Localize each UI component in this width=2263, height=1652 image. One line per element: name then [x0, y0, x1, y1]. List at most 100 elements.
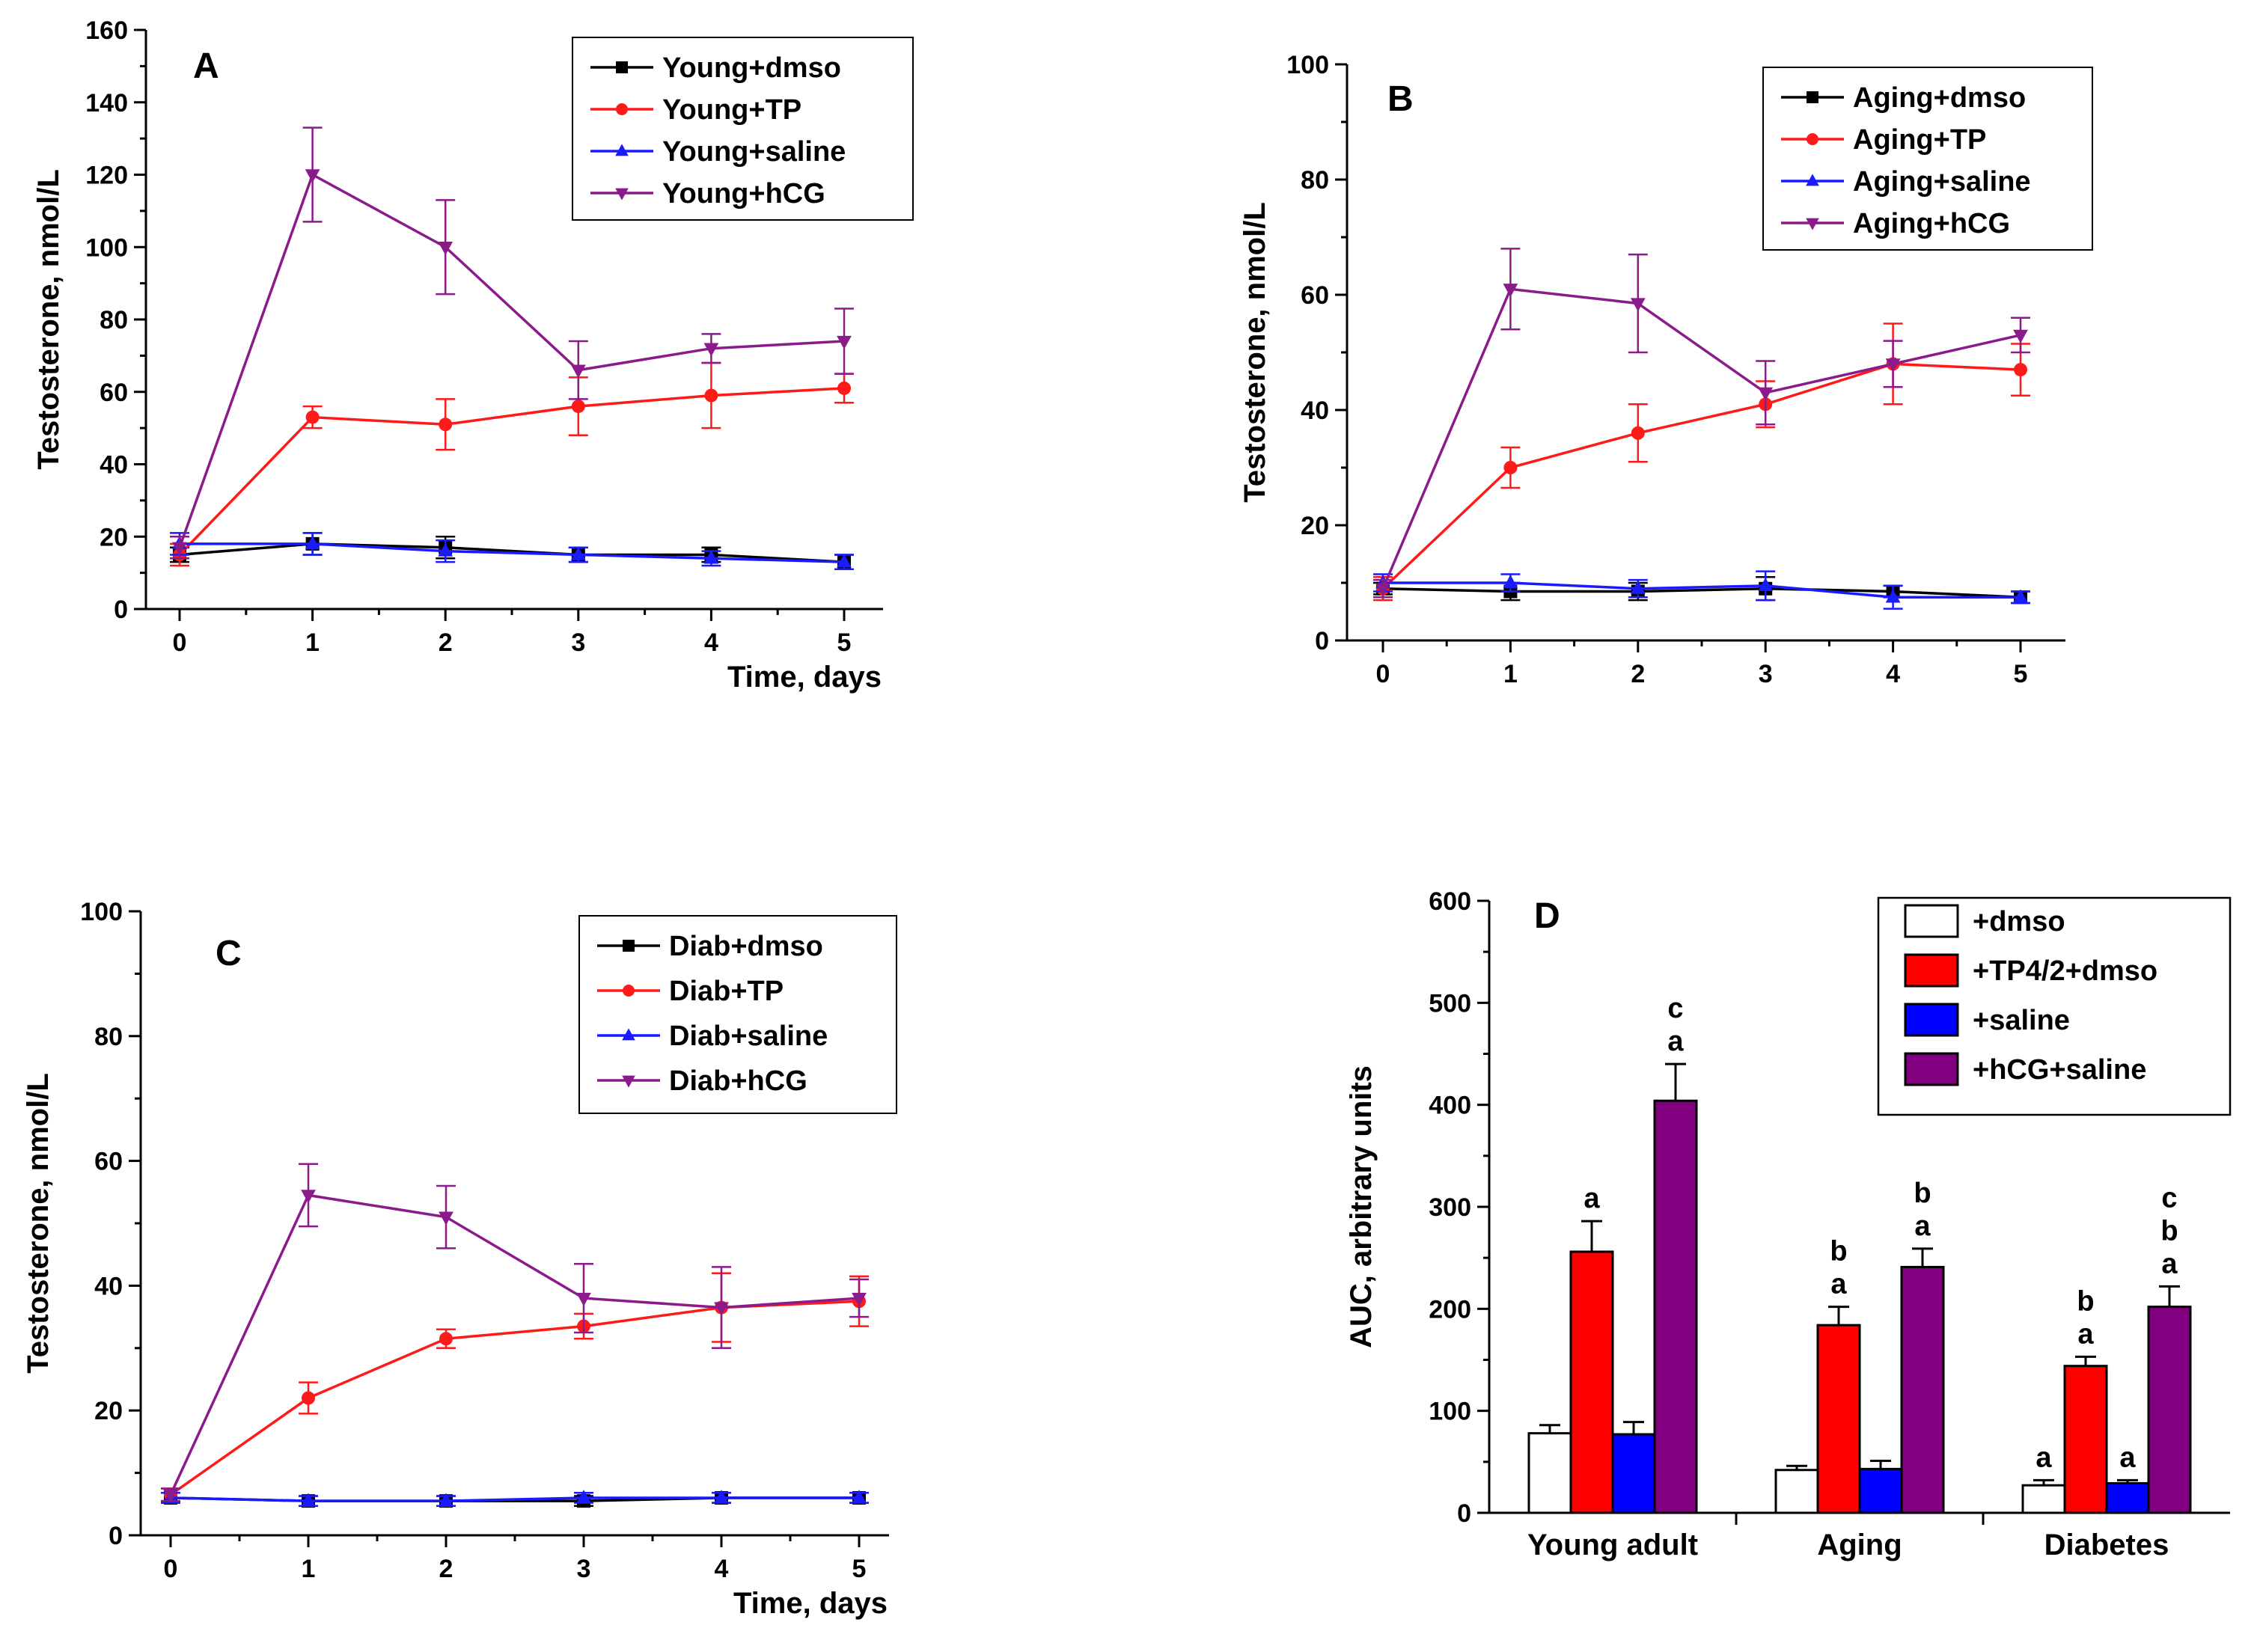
chart-d-significance-label: a — [1584, 1183, 1600, 1214]
chart-a-y-tick-label: 120 — [85, 162, 128, 190]
chart-b-legend-label: Aging+saline — [1853, 166, 2031, 198]
chart-d-y-tick-label: 400 — [1429, 1092, 1471, 1120]
chart-d-bar — [2105, 1481, 2150, 1514]
chart-c-data-point — [576, 1292, 591, 1306]
chart-b-y-tick-label: 100 — [1286, 51, 1329, 79]
chart-d-significance-label: a — [1914, 1211, 1931, 1242]
chart-d-bar — [2147, 1306, 2192, 1514]
chart-d-significance-label: b — [2077, 1285, 2094, 1317]
chart-a-x-tick-label: 1 — [305, 628, 320, 657]
chart-d-significance-label: b — [1830, 1236, 1847, 1267]
chart-c-data-point — [163, 1489, 178, 1503]
chart-c-y-axis-label: Testosterone, nmol/L — [22, 1073, 55, 1374]
chart-d-significance-label: c — [1667, 993, 1683, 1024]
chart-c-legend-label: Diab+saline — [669, 1021, 828, 1052]
chart-a-y-tick-label: 100 — [85, 233, 128, 262]
chart-d-bar — [1816, 1324, 1861, 1514]
chart-a-data-point — [305, 169, 320, 183]
chart-c-data-point — [439, 1493, 453, 1507]
chart-c-x-tick-label: 2 — [439, 1555, 453, 1583]
chart-b-series-line — [1381, 287, 2021, 590]
chart-a-y-tick-label: 20 — [100, 523, 128, 551]
chart-c-x-tick-label: 5 — [852, 1555, 867, 1583]
chart-c-legend-label: Diab+dmso — [669, 931, 823, 962]
chart-a-legend-marker — [616, 61, 628, 73]
chart-b-data-point — [1630, 298, 1646, 312]
chart-b-series-line — [1383, 581, 2021, 599]
chart-a-legend-label: Young+TP — [662, 94, 801, 126]
chart-a-legend-label: Young+hCG — [662, 178, 825, 209]
chart-b-legend-marker — [1807, 133, 1818, 145]
chart-c-x-axis-label: Time, days — [733, 1587, 888, 1620]
chart-c-data-point — [301, 1190, 316, 1204]
chart-d-y-tick-label: 300 — [1429, 1193, 1471, 1222]
chart-d-significance-label: a — [2077, 1318, 2094, 1350]
chart-d-y-tick-label: 500 — [1429, 989, 1471, 1018]
chart-b-data-point — [1503, 284, 1518, 298]
panel-label-b: B — [1387, 79, 1414, 119]
chart-c-legend-label: Diab+TP — [669, 976, 784, 1007]
chart-d-bar — [2063, 1365, 2108, 1514]
chart-a-y-tick-label: 40 — [100, 451, 128, 480]
chart-a-series-line — [178, 387, 845, 556]
chart-b-legend-marker — [1807, 91, 1818, 103]
chart-d-category-label: Diabetes — [2044, 1529, 2169, 1561]
chart-a-y-axis-label: Testosterone, nmol/L — [32, 169, 65, 470]
chart-b-y-tick-label: 40 — [1301, 397, 1329, 425]
chart-c-data-point — [439, 1332, 453, 1346]
chart-a-data-point — [837, 554, 852, 568]
chart-b-legend-label: Aging+hCG — [1853, 208, 2010, 239]
chart-a-y-tick-label: 80 — [100, 306, 128, 334]
chart-c-y-tick-label: 0 — [109, 1522, 123, 1550]
chart-d-bar — [1900, 1265, 1945, 1514]
chart-a-x-tick-label: 5 — [837, 628, 852, 657]
chart-c-data-point — [852, 1292, 867, 1306]
chart-a-x-tick-label: 3 — [571, 628, 585, 657]
chart-b-y-tick-label: 80 — [1301, 166, 1329, 195]
chart-c-data-point — [576, 1490, 591, 1504]
chart-c-data-point — [302, 1391, 315, 1405]
chart-b-y-tick-label: 60 — [1301, 281, 1329, 310]
chart-d-legend-swatch — [1904, 953, 1959, 988]
chart-a-legend-label: Young+saline — [662, 136, 846, 168]
chart-b-data-point — [1630, 580, 1646, 594]
chart-d-bar — [1527, 1432, 1572, 1514]
chart-c-data-point — [714, 1490, 729, 1504]
chart-b-y-tick-label: 0 — [1315, 627, 1329, 655]
chart-a-legend-label: Young+dmso — [662, 52, 841, 84]
chart-c-y-tick-label: 60 — [94, 1148, 123, 1176]
chart-c-y-tick-label: 40 — [94, 1272, 123, 1300]
chart-c-data-point — [301, 1493, 316, 1507]
chart-d-bar — [1611, 1433, 1656, 1514]
chart-a-x-tick-label: 4 — [704, 628, 718, 657]
chart-d-significance-label: a — [2119, 1442, 2136, 1473]
chart-a-data-point — [305, 536, 320, 550]
chart-d-legend-swatch — [1904, 1052, 1959, 1086]
chart-b-legend-label: Aging+dmso — [1853, 82, 2026, 114]
chart-d-category-label: Aging — [1817, 1529, 1902, 1561]
chart-d-legend-label: +hCG+saline — [1973, 1054, 2146, 1086]
chart-b-x-tick-label: 1 — [1503, 660, 1518, 688]
chart-a-legend-marker — [616, 103, 628, 115]
panel-label-d: D — [1534, 896, 1560, 936]
chart-c-y-tick-label: 20 — [94, 1397, 123, 1425]
chart-d-category-label: Young adult — [1527, 1529, 1698, 1561]
chart-d-significance-label: a — [1667, 1026, 1684, 1057]
chart-d-significance-label: c — [2161, 1182, 2177, 1214]
chart-a-data-point — [438, 242, 453, 256]
panel-label-c: C — [216, 934, 242, 973]
chart-a-data-point — [837, 381, 851, 395]
chart-d-legend-swatch — [1904, 1003, 1959, 1037]
chart-a-data-point — [570, 546, 586, 560]
chart-d: 0 100 200 300 400 500 600 AUC, arbitrary units Y… — [1345, 887, 2232, 1561]
chart-d-significance-label: b — [1914, 1178, 1931, 1209]
chart-b-x-tick-label: 0 — [1376, 660, 1390, 688]
chart-d-y-tick-label: 100 — [1429, 1398, 1471, 1426]
chart-a-data-point — [438, 542, 453, 557]
chart-b-data-point — [1375, 583, 1390, 597]
chart-a-data-point — [570, 364, 586, 379]
chart-d-legend-swatch — [1904, 904, 1959, 938]
chart-d-significance-label: a — [2161, 1248, 2178, 1279]
chart-d-y-tick-label: 600 — [1429, 887, 1471, 916]
